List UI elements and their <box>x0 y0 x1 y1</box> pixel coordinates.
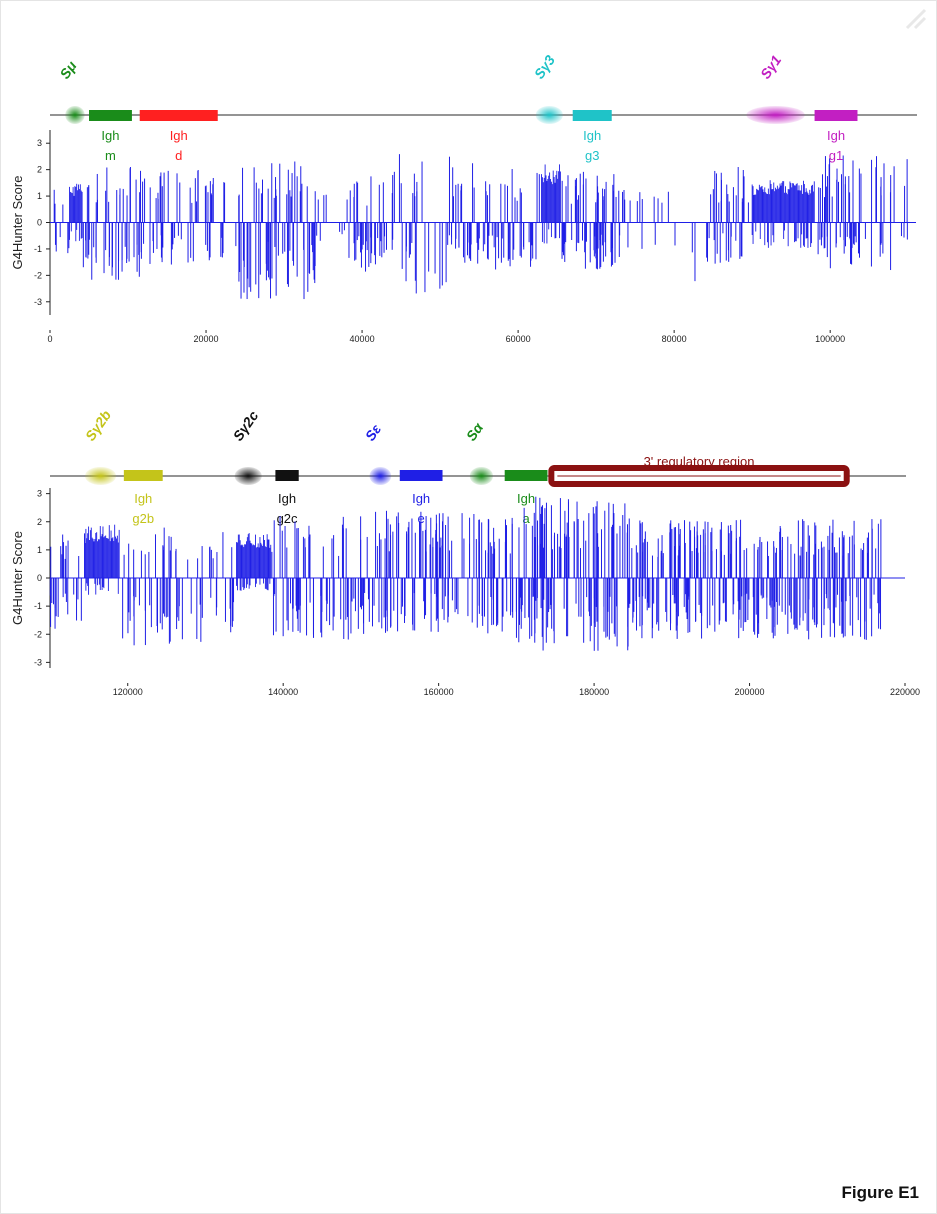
y-tick-label: 2 <box>37 517 42 527</box>
gene-label: Igh <box>170 128 188 143</box>
gene-label: g2c <box>277 511 298 526</box>
x-tick-label: 60000 <box>506 334 531 344</box>
y-tick-label: -1 <box>34 244 42 254</box>
gene-label: g2b <box>132 511 154 526</box>
gene-label: Igh <box>517 491 535 506</box>
gene-label: g3 <box>585 148 599 163</box>
gene-label: Igh <box>134 491 152 506</box>
y-tick-label: 3 <box>37 489 42 499</box>
y-tick-label: 0 <box>37 573 42 583</box>
switch-region <box>746 106 805 124</box>
switch-region <box>469 467 494 485</box>
x-tick-label: 40000 <box>350 334 375 344</box>
y-tick-label: 3 <box>37 138 42 148</box>
x-tick-label: 20000 <box>194 334 219 344</box>
x-tick-label: 180000 <box>579 687 609 697</box>
figure-label: Figure E1 <box>841 1183 919 1202</box>
gene-block <box>572 110 612 121</box>
x-tick-label: 0 <box>47 334 52 344</box>
gene-block <box>814 110 858 121</box>
switch-region-label: Sμ <box>56 58 80 82</box>
gene-label: m <box>105 148 116 163</box>
x-tick-label: 140000 <box>268 687 298 697</box>
gene-label: Igh <box>583 128 601 143</box>
x-tick-label: 200000 <box>735 687 765 697</box>
switch-region-label: Sε <box>362 421 384 444</box>
gene-label: g1 <box>829 148 843 163</box>
switch-region <box>84 467 117 485</box>
switch-region-label: Sγ2c <box>230 408 262 444</box>
y-tick-label: -3 <box>34 297 42 307</box>
gene-block <box>139 110 218 121</box>
x-tick-label: 120000 <box>113 687 143 697</box>
gene-block <box>89 110 132 121</box>
y-tick-label: 0 <box>37 218 42 228</box>
switch-region-label: Sα <box>463 419 487 444</box>
g4hunter-chart-panel-2: Sγ2bSγ2cSεSαIghg2bIghg2cIgheIgha3' regul… <box>10 407 920 697</box>
gene-label: Igh <box>101 128 119 143</box>
page-corner-mark <box>905 8 927 30</box>
regulatory-region-label: 3' regulatory region <box>644 454 755 469</box>
y-tick-label: -1 <box>34 601 42 611</box>
y-axis-label: G4Hunter Score <box>10 531 25 625</box>
gene-label: Igh <box>278 491 296 506</box>
gene-block <box>275 470 299 481</box>
gene-label: a <box>522 511 530 526</box>
gene-block <box>123 470 163 481</box>
gene-label: Igh <box>827 128 845 143</box>
x-tick-label: 160000 <box>424 687 454 697</box>
y-axis-label: G4Hunter Score <box>10 176 25 270</box>
g4hunter-chart-panel-1: Sμ Sγ3 Sγ1IghmIghdIghg3Ighg1-3-2-10123G4Hu… <box>10 52 917 344</box>
gene-block <box>504 470 548 481</box>
y-tick-label: 1 <box>37 191 42 201</box>
gene-label: Igh <box>412 491 430 506</box>
x-tick-label: 80000 <box>662 334 687 344</box>
x-tick-label: 220000 <box>890 687 920 697</box>
switch-region <box>535 106 563 124</box>
y-tick-label: -3 <box>34 657 42 667</box>
y-tick-label: -2 <box>34 270 42 280</box>
y-tick-label: 2 <box>37 165 42 175</box>
switch-region <box>65 106 85 124</box>
switch-region <box>369 467 392 485</box>
gene-block <box>399 470 443 481</box>
x-tick-label: 100000 <box>815 334 845 344</box>
y-tick-label: -2 <box>34 629 42 639</box>
gene-label: d <box>175 148 182 163</box>
y-tick-label: 1 <box>37 545 42 555</box>
switch-region-label: Sγ2b <box>82 407 115 444</box>
switch-region <box>234 467 262 485</box>
